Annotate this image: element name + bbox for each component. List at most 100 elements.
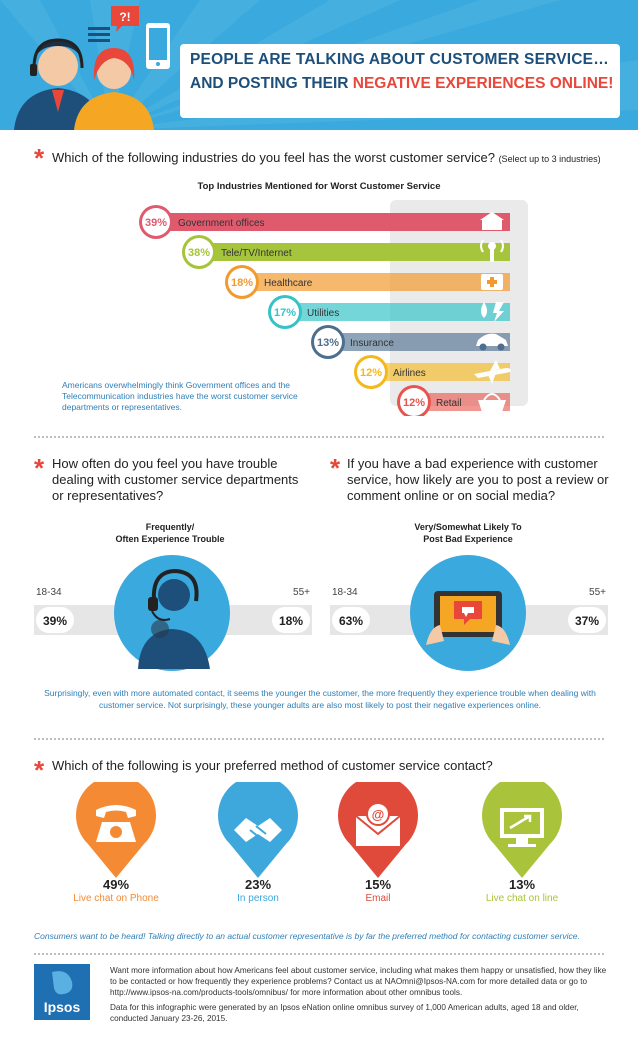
bubble-text: ?! bbox=[119, 10, 130, 24]
industry-value-badge bbox=[228, 268, 256, 296]
question-post-review: If you have a bad experience with custom… bbox=[347, 456, 609, 503]
industry-category-label: Tele/TV/Internet bbox=[221, 248, 292, 259]
handshake-icon bbox=[234, 818, 282, 842]
post-chart: 18-34 55+ 63% 37% bbox=[330, 555, 608, 671]
question-text: Which of the following industries do you… bbox=[52, 150, 495, 165]
industry-value-badge bbox=[357, 358, 385, 386]
industry-bar bbox=[246, 273, 510, 291]
industry-value-label: 17% bbox=[274, 307, 296, 319]
post-pill-right bbox=[568, 607, 606, 633]
title-prefix: AND POSTING THEIR bbox=[190, 75, 353, 92]
pin-email: @ bbox=[338, 782, 418, 878]
industry-value-badge bbox=[314, 328, 342, 356]
header-banner: ?! PEOPLE ARE TALKING ABOUT CUSTOMER SER… bbox=[0, 0, 638, 130]
age-note: Surprisingly, even with more automated c… bbox=[44, 688, 596, 710]
post-cat-old: 55+ bbox=[589, 587, 606, 598]
smartphone-icon bbox=[146, 23, 170, 69]
question-note: (Select up to 3 industries) bbox=[498, 154, 601, 164]
page-title-line1: PEOPLE ARE TALKING ABOUT CUSTOMER SERVIC… bbox=[190, 51, 609, 68]
industry-bar bbox=[375, 363, 510, 381]
post-subtitle: Very/Somewhat Likely To Post Bad Experien… bbox=[388, 521, 548, 545]
industry-category-label: Airlines bbox=[393, 368, 426, 379]
speech-bubble-icon: ?! bbox=[111, 6, 139, 32]
industry-category-label: Government offices bbox=[178, 218, 265, 229]
title-box: PEOPLE ARE TALKING ABOUT CUSTOMER SERVIC… bbox=[180, 44, 620, 118]
page-title-line2: AND POSTING THEIR NEGATIVE EXPERIENCES O… bbox=[190, 75, 613, 93]
trouble-value-young: 39% bbox=[43, 614, 67, 628]
title-highlight: NEGATIVE EXPERIENCES ONLINE! bbox=[352, 75, 614, 92]
post-value-old: 37% bbox=[575, 614, 599, 628]
asterisk-icon: * bbox=[34, 453, 45, 483]
industry-category-label: Healthcare bbox=[264, 278, 313, 289]
contact-pins: @ bbox=[76, 782, 562, 878]
post-cat-young: 18-34 bbox=[332, 587, 358, 598]
industry-value-badge bbox=[185, 238, 213, 266]
industry-value-badge bbox=[142, 208, 170, 236]
industry-value-badge bbox=[271, 298, 299, 326]
trouble-cat-old: 55+ bbox=[293, 587, 310, 598]
email-icon: @ bbox=[355, 802, 401, 846]
industry-value-label: 39% bbox=[145, 217, 167, 229]
industry-value-label: 12% bbox=[403, 397, 425, 409]
telephone-icon bbox=[96, 805, 136, 842]
contact-category-label: Live chat on Phone bbox=[73, 893, 159, 904]
broadcast-tower-icon bbox=[480, 239, 504, 262]
industry-value-label: 12% bbox=[360, 367, 382, 379]
footer-methodology: Data for this infographic were generated… bbox=[110, 1003, 579, 1023]
post-subtitle-line2: Post Bad Experience bbox=[423, 534, 513, 544]
industry-category-label: Insurance bbox=[350, 338, 394, 349]
contact-value-label: 13% bbox=[508, 877, 536, 892]
government-building-icon bbox=[480, 212, 504, 230]
pin-online bbox=[482, 782, 562, 878]
headset-agent-circle bbox=[114, 555, 230, 671]
customer-service-agents-illustration bbox=[14, 38, 154, 130]
industry-value-label: 18% bbox=[231, 277, 253, 289]
pin-in-person bbox=[218, 782, 298, 878]
contact-value-label: 49% bbox=[102, 877, 130, 892]
industry-bar bbox=[332, 333, 510, 351]
headset-agent-icon bbox=[138, 568, 210, 669]
trouble-chart: 18-34 55+ 39% 18% bbox=[34, 555, 312, 671]
contact-category-label: Email bbox=[365, 893, 391, 904]
message-lines-icon bbox=[88, 27, 110, 42]
industries-chart: 39% Government offices 38% Tele/TV/Internet… bbox=[139, 200, 528, 416]
post-pill-left bbox=[332, 607, 370, 633]
contact-category-label: Live chat on line bbox=[485, 893, 559, 904]
industry-value-label: 38% bbox=[188, 247, 210, 259]
question-trouble: How often do you feel you have trouble d… bbox=[52, 456, 299, 503]
contact-value-label: 15% bbox=[364, 877, 392, 892]
contact-category-label: In person bbox=[237, 893, 279, 904]
contact-value-label: 23% bbox=[244, 877, 272, 892]
industry-bar bbox=[289, 303, 510, 321]
chart-title: Top Industries Mentioned for Worst Custo… bbox=[197, 181, 441, 192]
asterisk-icon: * bbox=[34, 755, 45, 785]
pin-phone bbox=[76, 782, 156, 878]
trouble-value-old: 18% bbox=[279, 614, 303, 628]
logo-text: Ipsos bbox=[44, 999, 81, 1015]
industry-category-label: Utilities bbox=[307, 308, 339, 319]
svg-text:@: @ bbox=[372, 807, 385, 822]
post-value-young: 63% bbox=[339, 614, 363, 628]
airplane-icon bbox=[474, 360, 511, 384]
tablet-thumbs-down-icon bbox=[426, 591, 510, 645]
trouble-subtitle-line1: Frequently/ bbox=[145, 522, 195, 532]
medical-kit-icon bbox=[481, 274, 503, 290]
trouble-cat-young: 18-34 bbox=[36, 587, 62, 598]
shopping-basket-icon bbox=[478, 393, 506, 412]
industry-value-label: 13% bbox=[317, 337, 339, 349]
divider bbox=[34, 738, 604, 740]
asterisk-icon: * bbox=[34, 143, 45, 173]
trouble-subtitle-line2: Often Experience Trouble bbox=[115, 534, 225, 544]
industry-bar bbox=[160, 213, 510, 231]
water-electricity-icon bbox=[481, 302, 504, 322]
industry-category-label: Retail bbox=[436, 398, 462, 409]
ipsos-logo: Ipsos bbox=[34, 964, 90, 1020]
trouble-pill-right bbox=[272, 607, 310, 633]
trouble-pill-left bbox=[36, 607, 74, 633]
asterisk-icon: * bbox=[330, 453, 341, 483]
industry-value-badge bbox=[400, 388, 428, 416]
post-subtitle-line1: Very/Somewhat Likely To bbox=[414, 522, 522, 532]
industry-bar bbox=[203, 243, 510, 261]
footer-info: Want more information about how American… bbox=[110, 966, 607, 997]
divider bbox=[34, 436, 604, 438]
